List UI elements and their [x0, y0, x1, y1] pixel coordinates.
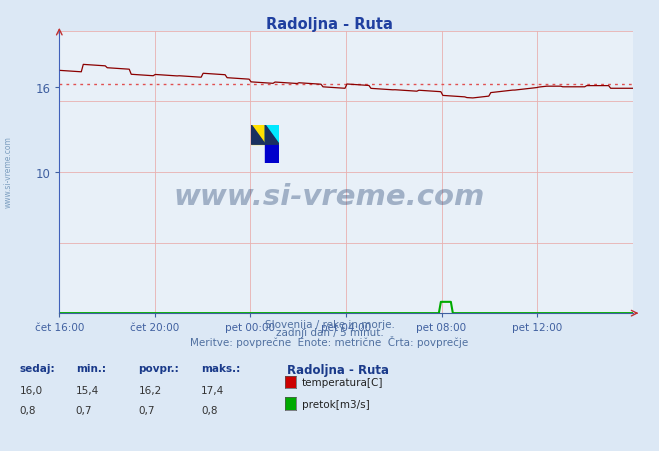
Polygon shape: [251, 126, 265, 145]
Polygon shape: [265, 126, 279, 145]
Bar: [251, 126, 265, 145]
Text: Radoljna - Ruta: Radoljna - Ruta: [287, 363, 389, 376]
Text: 0,7: 0,7: [138, 405, 155, 415]
Text: 0,8: 0,8: [201, 405, 217, 415]
Text: zadnji dan / 5 minut.: zadnji dan / 5 minut.: [275, 327, 384, 337]
Text: 16,0: 16,0: [20, 385, 43, 395]
Text: maks.:: maks.:: [201, 363, 241, 373]
Text: 0,8: 0,8: [20, 405, 36, 415]
Text: www.si-vreme.com: www.si-vreme.com: [174, 182, 485, 210]
Polygon shape: [265, 126, 279, 145]
Text: www.si-vreme.com: www.si-vreme.com: [3, 135, 13, 207]
Text: 0,7: 0,7: [76, 405, 92, 415]
Bar: [265, 126, 279, 145]
Text: pretok[m3/s]: pretok[m3/s]: [302, 399, 370, 409]
Text: Radoljna - Ruta: Radoljna - Ruta: [266, 17, 393, 32]
Bar: [265, 145, 279, 164]
Text: povpr.:: povpr.:: [138, 363, 179, 373]
Text: 17,4: 17,4: [201, 385, 224, 395]
Text: temperatura[C]: temperatura[C]: [302, 377, 384, 387]
Text: 15,4: 15,4: [76, 385, 99, 395]
Text: min.:: min.:: [76, 363, 106, 373]
Text: Meritve: povprečne  Enote: metrične  Črta: povprečje: Meritve: povprečne Enote: metrične Črta:…: [190, 336, 469, 348]
Text: Slovenija / reke in morje.: Slovenija / reke in morje.: [264, 319, 395, 329]
Text: sedaj:: sedaj:: [20, 363, 55, 373]
Text: 16,2: 16,2: [138, 385, 161, 395]
